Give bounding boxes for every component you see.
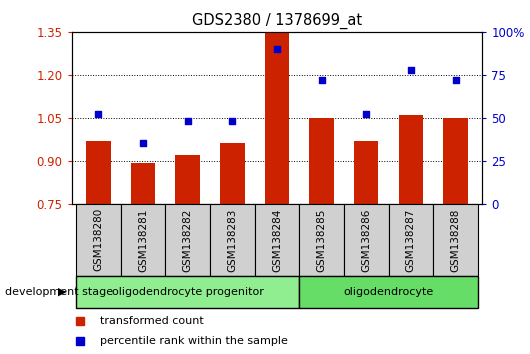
Text: GSM138287: GSM138287 [406, 208, 416, 272]
Text: development stage: development stage [5, 287, 113, 297]
Text: transformed count: transformed count [100, 316, 204, 326]
Bar [76, 204, 121, 276]
Bar [399, 115, 423, 204]
Point [362, 112, 370, 117]
Text: GSM138288: GSM138288 [450, 208, 461, 272]
Text: ▶: ▶ [58, 287, 66, 297]
Bar [443, 118, 468, 204]
Point [451, 77, 460, 83]
Text: oligodendrocyte: oligodendrocyte [343, 287, 434, 297]
Bar [165, 204, 210, 276]
Text: GSM138280: GSM138280 [93, 208, 103, 272]
Text: GSM138284: GSM138284 [272, 208, 282, 272]
Bar [175, 155, 200, 204]
Bar [131, 164, 155, 204]
Text: GSM138282: GSM138282 [183, 208, 192, 272]
Text: GSM138281: GSM138281 [138, 208, 148, 272]
Text: GSM138286: GSM138286 [361, 208, 371, 272]
Bar [299, 204, 344, 276]
Point [139, 141, 147, 146]
Text: GSM138285: GSM138285 [316, 208, 326, 272]
Bar [121, 204, 165, 276]
Text: oligodendrocyte progenitor: oligodendrocyte progenitor [112, 287, 263, 297]
Bar [86, 141, 111, 204]
Bar [264, 32, 289, 204]
Point [183, 118, 192, 124]
Bar [220, 143, 244, 204]
Point [228, 118, 236, 124]
Point [273, 46, 281, 52]
Bar [210, 204, 254, 276]
Point [407, 67, 415, 73]
Point [317, 77, 326, 83]
Title: GDS2380 / 1378699_at: GDS2380 / 1378699_at [192, 13, 362, 29]
Text: percentile rank within the sample: percentile rank within the sample [100, 336, 288, 346]
Bar [354, 141, 378, 204]
Bar [310, 118, 334, 204]
Point [94, 112, 103, 117]
Bar [299, 276, 478, 308]
Bar [433, 204, 478, 276]
Bar [388, 204, 433, 276]
Bar [344, 204, 388, 276]
Text: GSM138283: GSM138283 [227, 208, 237, 272]
Bar [76, 276, 299, 308]
Bar [254, 204, 299, 276]
